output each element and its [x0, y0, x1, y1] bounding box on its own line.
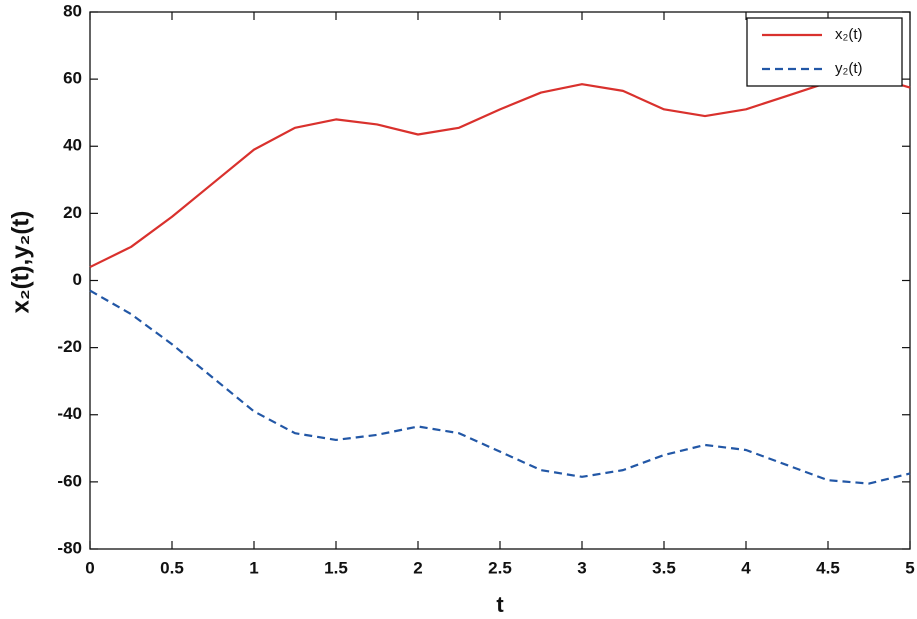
x-tick-label: 0 [85, 558, 94, 577]
legend-label: y₂(t) [835, 60, 862, 77]
legend-label: x₂(t) [835, 26, 862, 43]
x-tick-label: 3.5 [652, 558, 676, 577]
y-tick-label: 80 [63, 1, 82, 20]
y-tick-label: 60 [63, 69, 82, 88]
y-axis-label: x₂(t),y₂(t) [7, 211, 34, 314]
x-tick-label: 5 [905, 558, 914, 577]
x-tick-label: 2.5 [488, 558, 512, 577]
x-tick-label: 0.5 [160, 558, 184, 577]
x-tick-label: 4.5 [816, 558, 840, 577]
series-line [89, 74, 911, 269]
y-tick-label: 0 [73, 270, 82, 289]
y-tick-label: -60 [57, 471, 82, 490]
y-tick-label: -40 [57, 404, 82, 423]
x-axis-label: t [496, 592, 504, 617]
y-tick-label: -20 [57, 337, 82, 356]
y-tick-label: 20 [63, 203, 82, 222]
x-tick-label: 1 [249, 558, 258, 577]
x-tick-label: 3 [577, 558, 586, 577]
x-tick-label: 4 [741, 558, 751, 577]
plot-frame [89, 11, 911, 550]
y-tick-label: 40 [63, 136, 82, 155]
legend-box [746, 17, 903, 87]
x-tick-label: 1.5 [324, 558, 348, 577]
series-line [89, 289, 911, 485]
x-tick-label: 2 [413, 558, 422, 577]
y-tick-label: -80 [57, 538, 82, 557]
